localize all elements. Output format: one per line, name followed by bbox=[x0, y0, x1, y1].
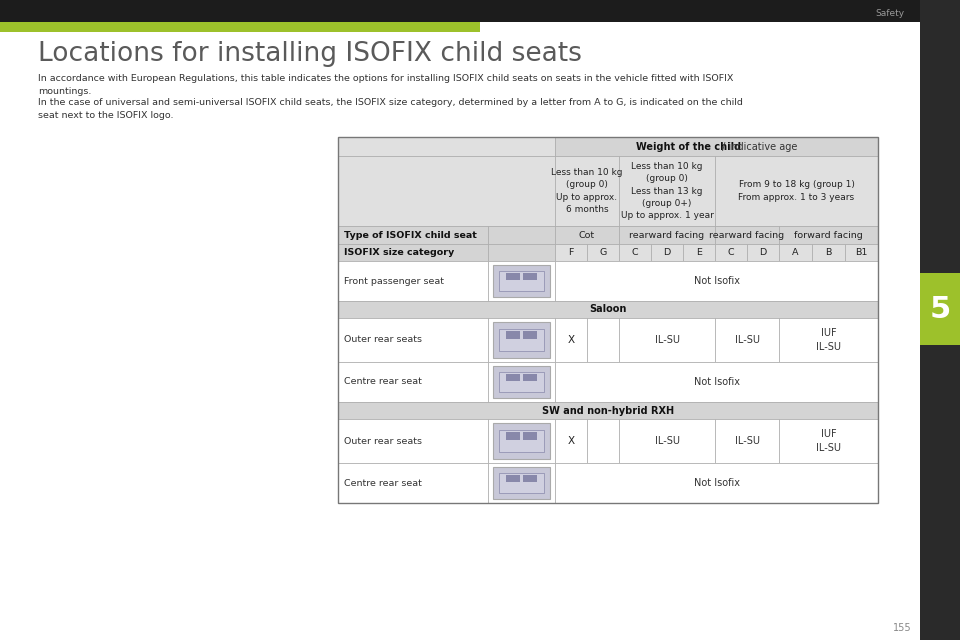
Bar bbox=[338, 318, 488, 362]
Bar bbox=[506, 332, 520, 339]
Bar bbox=[448, 22, 464, 32]
Bar bbox=[192, 22, 208, 32]
Bar bbox=[493, 265, 550, 297]
Bar bbox=[338, 402, 878, 419]
Bar bbox=[506, 273, 520, 280]
Bar bbox=[555, 156, 619, 226]
Text: B: B bbox=[826, 248, 831, 257]
Text: IUF
IL-SU: IUF IL-SU bbox=[816, 328, 841, 352]
Bar bbox=[499, 329, 543, 351]
Bar bbox=[619, 226, 715, 244]
Text: G: G bbox=[599, 248, 607, 257]
Text: / indicative age: / indicative age bbox=[719, 141, 798, 152]
Bar bbox=[488, 362, 555, 402]
Text: forward facing: forward facing bbox=[794, 230, 863, 239]
Bar bbox=[499, 372, 543, 392]
Bar bbox=[112, 22, 128, 32]
Text: E: E bbox=[696, 248, 702, 257]
Bar bbox=[619, 156, 715, 226]
Text: Locations for installing ISOFIX child seats: Locations for installing ISOFIX child se… bbox=[38, 41, 582, 67]
Bar bbox=[920, 273, 960, 345]
Bar bbox=[845, 244, 878, 261]
Bar bbox=[555, 226, 619, 244]
Bar bbox=[464, 22, 480, 32]
Bar bbox=[400, 22, 416, 32]
Bar bbox=[619, 244, 651, 261]
Text: Weight of the child: Weight of the child bbox=[636, 141, 741, 152]
Text: In accordance with European Regulations, this table indicates the options for in: In accordance with European Regulations,… bbox=[38, 74, 733, 96]
Text: X: X bbox=[567, 436, 575, 446]
Bar bbox=[499, 271, 543, 291]
Bar bbox=[0, 0, 920, 22]
Text: F: F bbox=[568, 248, 574, 257]
Bar bbox=[96, 22, 112, 32]
Text: C: C bbox=[632, 248, 638, 257]
Bar bbox=[587, 318, 619, 362]
Bar bbox=[338, 244, 488, 261]
Bar bbox=[338, 137, 555, 156]
Bar bbox=[488, 261, 555, 301]
Text: Centre rear seat: Centre rear seat bbox=[344, 378, 421, 387]
Text: IL-SU: IL-SU bbox=[734, 335, 759, 345]
Bar bbox=[338, 226, 488, 244]
Bar bbox=[338, 419, 488, 463]
Text: IL-SU: IL-SU bbox=[734, 436, 759, 446]
Bar bbox=[64, 22, 80, 32]
Bar bbox=[488, 419, 555, 463]
Bar bbox=[224, 22, 240, 32]
Bar bbox=[555, 244, 587, 261]
Text: Outer rear seats: Outer rear seats bbox=[344, 335, 422, 344]
Bar bbox=[651, 244, 683, 261]
Bar bbox=[416, 22, 432, 32]
Bar bbox=[384, 22, 400, 32]
Bar bbox=[176, 22, 192, 32]
Bar bbox=[715, 156, 878, 226]
Bar bbox=[619, 318, 715, 362]
Bar bbox=[488, 244, 555, 261]
Bar bbox=[208, 22, 224, 32]
Bar bbox=[555, 318, 587, 362]
Bar bbox=[523, 332, 537, 339]
Text: Type of ISOFIX child seat: Type of ISOFIX child seat bbox=[344, 230, 477, 239]
Text: Less than 10 kg
(group 0)
Up to approx.
6 months: Less than 10 kg (group 0) Up to approx. … bbox=[551, 168, 623, 214]
Bar bbox=[715, 244, 747, 261]
Bar bbox=[506, 433, 520, 440]
Text: IL-SU: IL-SU bbox=[655, 335, 680, 345]
Text: 155: 155 bbox=[894, 623, 912, 633]
Bar bbox=[523, 433, 537, 440]
Bar bbox=[506, 374, 520, 381]
Bar bbox=[338, 137, 878, 503]
Bar bbox=[352, 22, 368, 32]
Text: rearward facing: rearward facing bbox=[709, 230, 784, 239]
Bar bbox=[499, 474, 543, 493]
Bar bbox=[320, 22, 336, 32]
Bar bbox=[812, 244, 845, 261]
Bar bbox=[0, 22, 16, 32]
Bar bbox=[338, 362, 488, 402]
Bar bbox=[368, 22, 384, 32]
Text: IUF
IL-SU: IUF IL-SU bbox=[816, 429, 841, 453]
Text: IL-SU: IL-SU bbox=[655, 436, 680, 446]
Bar bbox=[48, 22, 64, 32]
Text: Saloon: Saloon bbox=[589, 305, 627, 314]
Bar bbox=[779, 318, 878, 362]
Text: A: A bbox=[792, 248, 799, 257]
Text: ISOFIX size category: ISOFIX size category bbox=[344, 248, 454, 257]
Bar bbox=[493, 467, 550, 499]
Bar bbox=[338, 301, 878, 318]
Bar bbox=[493, 423, 550, 459]
Text: Not Isofix: Not Isofix bbox=[693, 377, 739, 387]
Text: Less than 10 kg
(group 0)
Less than 13 kg
(group 0+)
Up to approx. 1 year: Less than 10 kg (group 0) Less than 13 k… bbox=[620, 162, 713, 220]
Bar bbox=[80, 22, 96, 32]
Bar bbox=[506, 476, 520, 482]
Bar bbox=[272, 22, 288, 32]
Bar bbox=[587, 244, 619, 261]
Text: Front passenger seat: Front passenger seat bbox=[344, 276, 444, 285]
Text: Not Isofix: Not Isofix bbox=[693, 478, 739, 488]
Bar bbox=[779, 226, 878, 244]
Bar bbox=[0, 22, 310, 32]
Bar bbox=[523, 273, 537, 280]
Bar bbox=[288, 22, 304, 32]
Bar bbox=[523, 476, 537, 482]
Text: D: D bbox=[759, 248, 767, 257]
